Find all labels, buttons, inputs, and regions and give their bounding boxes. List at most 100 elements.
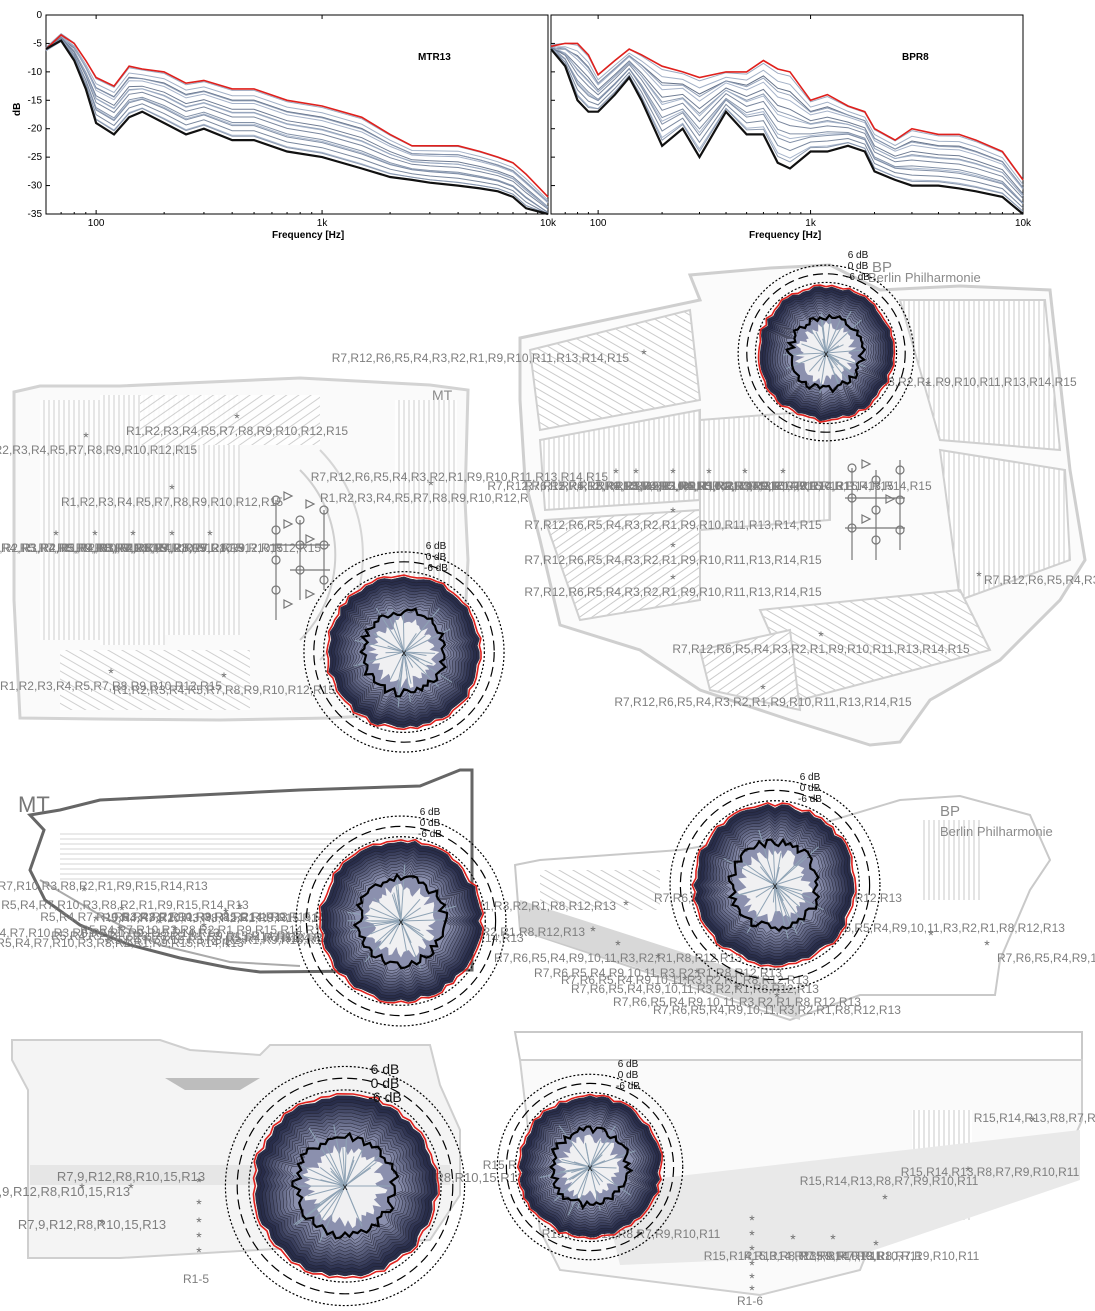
polar-spike xyxy=(774,884,790,898)
receiver-label: R15,R14,R13,R8,R7,R9,R10,R11 xyxy=(800,1174,979,1188)
polar-spike xyxy=(312,1185,346,1221)
polar-spike xyxy=(354,639,405,653)
receiver-marker: * xyxy=(873,1237,879,1253)
polar-spike xyxy=(385,651,405,654)
bp-seat-block xyxy=(543,508,701,622)
polar-spike xyxy=(772,884,776,903)
polar-label-minus: -6 dB xyxy=(846,272,870,283)
polar-center-marker: x xyxy=(402,648,407,659)
receiver-label: R7,R12,R6,R5,R4,R3,R2,R1,R9,R10,R11,R13,… xyxy=(487,479,785,493)
mt-long-ceiling xyxy=(165,1078,260,1090)
polar-spike xyxy=(391,608,405,653)
receiver-marker: * xyxy=(928,927,934,943)
response-line xyxy=(550,46,1024,185)
bp-seat-block xyxy=(698,628,802,712)
receiver-marker: * xyxy=(83,429,89,445)
polar-label-zero: 0 dB xyxy=(848,261,869,272)
polar-max-curve xyxy=(757,284,896,423)
polar-spike xyxy=(400,920,421,932)
polar-spike xyxy=(825,318,842,354)
polar-spike xyxy=(723,858,776,886)
polar-ring-minus6 xyxy=(514,1091,666,1243)
receiver-marker: * xyxy=(682,972,688,988)
receiver-label: R5,R4,R7,R10,R3,R8,R2,R1,R9,R15,R14,R13 xyxy=(106,933,354,947)
receiver-label: R1,R2,R3,R4,R5,R7,R8,R9,R10,R12,R15 xyxy=(113,683,335,697)
receiver-label: R15,R14,R13,R8,R7,R9,R10,R11 xyxy=(744,1249,923,1263)
polar-spike xyxy=(589,1166,601,1186)
response-line xyxy=(45,39,549,215)
polar-spike xyxy=(825,319,831,354)
response-line xyxy=(45,39,549,214)
polar-spike xyxy=(558,1125,591,1168)
polar-label-minus: -6 dB xyxy=(424,563,448,574)
receiver-marker: * xyxy=(1030,1113,1036,1129)
response-line xyxy=(45,37,549,208)
polar-spike xyxy=(755,884,776,898)
receiver-marker: * xyxy=(818,628,824,644)
receiver-marker: * xyxy=(223,905,229,921)
polar-ring-zero xyxy=(305,825,497,1017)
polar-spike xyxy=(403,651,414,668)
response-line-min xyxy=(45,39,549,216)
polar-spike xyxy=(396,877,402,922)
response-line-max xyxy=(550,42,1024,181)
receiver-marker: * xyxy=(984,937,990,953)
response-line xyxy=(45,36,549,213)
receiver-marker: * xyxy=(734,981,740,997)
polar-label-zero: 0 dB xyxy=(800,783,821,794)
receiver-label: R1,R2,R3,R4,R5,R7,R8,R9,R10,R12,R15 xyxy=(0,679,222,693)
response-line xyxy=(550,45,1024,190)
polar-min-curve xyxy=(785,313,867,394)
receiver-marker: * xyxy=(623,897,629,913)
receiver-marker: * xyxy=(965,1163,971,1179)
chart-left: 0 -5 -10 -15 -20 -25 -30 -35 100 1k 10k MTR13 Fre… xyxy=(12,10,557,241)
receiver-marker: * xyxy=(749,1227,755,1243)
polar-ring-plus6 xyxy=(496,1073,684,1261)
receiver-marker: * xyxy=(670,465,676,481)
receiver-label: R5,R4,R7,R10,R3,R8,R2,R1,R9,R15,R14,R13 xyxy=(40,910,288,924)
receiver-marker: * xyxy=(169,527,175,543)
polar-min-curve xyxy=(352,872,449,970)
receiver-label: R7,R12,R6,R5,R4,R3,R2,R1,R9,R10,R11,R13,… xyxy=(634,479,932,493)
receiver-label: R1,R2,R3,R4,R5,R7,R8,R9,R10,R12,R15 xyxy=(0,443,197,457)
mt-name: MT xyxy=(432,387,453,403)
response-line xyxy=(550,45,1024,188)
receiver-marker: * xyxy=(882,1191,888,1207)
polar-ring-minus6 xyxy=(248,1089,442,1283)
polar-spike xyxy=(347,911,402,922)
polar-spike xyxy=(774,846,819,886)
polar-spike xyxy=(403,651,427,656)
polar-spike xyxy=(584,1143,591,1168)
polar-spike xyxy=(403,651,409,681)
receiver-label: R1,R2,R3,R4,R5,R7,R8,R9,R10,R12,R15 xyxy=(61,495,283,509)
response-line xyxy=(45,35,549,201)
receiver-marker: * xyxy=(237,900,243,916)
receiver-marker: * xyxy=(196,1196,202,1212)
bp-seat-block xyxy=(898,299,1062,452)
receiver-marker: * xyxy=(79,1180,85,1196)
receiver-marker: * xyxy=(925,377,931,393)
polar-center-marker: x xyxy=(399,917,404,928)
polar-spike xyxy=(369,920,402,925)
response-line xyxy=(550,47,1024,212)
polar-spike xyxy=(400,920,408,952)
receiver-marker: * xyxy=(234,410,240,426)
polar-spike xyxy=(774,884,777,915)
response-line-max xyxy=(45,33,549,198)
receiver-label: R15,R14,R13,R8,R7,R9,R10,R11 xyxy=(901,1165,1080,1179)
polar-label-minus: -6 dB xyxy=(798,794,822,805)
receiver-marker: * xyxy=(428,477,434,493)
polar-label-plus: 6 dB xyxy=(371,1061,400,1077)
polar-plot-mt-section: x 6 dB0 dB-6 dB xyxy=(295,807,507,1027)
polar-spike xyxy=(758,829,776,886)
polar-label-plus: 6 dB xyxy=(848,250,869,261)
chart-right: 100 1k 10k BPR8 Frequency [Hz] xyxy=(550,14,1032,241)
mt-section-floor xyxy=(39,879,301,967)
receiver-marker: * xyxy=(99,1216,105,1232)
polar-ring-minus6 xyxy=(754,281,898,425)
receiver-marker: * xyxy=(742,465,748,481)
polar-center-marker: x xyxy=(343,1182,348,1193)
polar-spike xyxy=(757,858,776,886)
y-tick-label: -5 xyxy=(33,38,42,49)
